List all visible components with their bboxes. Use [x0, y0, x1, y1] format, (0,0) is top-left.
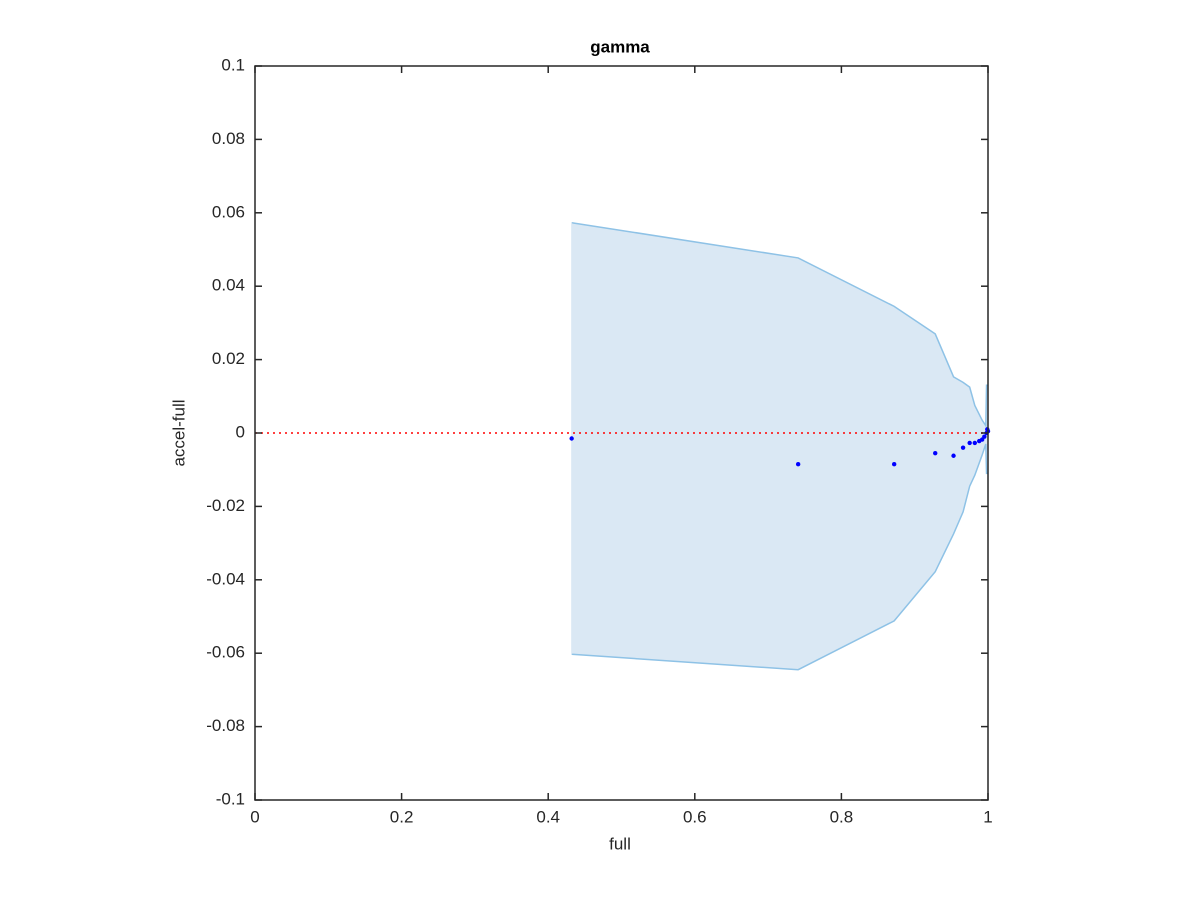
point [972, 440, 978, 446]
point [891, 461, 897, 467]
point [967, 440, 972, 446]
y-tick-label: -0.08 [206, 716, 245, 735]
y-tick-label: 0.08 [212, 129, 245, 148]
x-tick-label: 0.2 [390, 807, 414, 826]
point [795, 461, 801, 467]
y-tick-label: -0.06 [206, 643, 245, 662]
point [951, 453, 956, 458]
y-tick-label: -0.02 [206, 496, 245, 515]
point [933, 450, 938, 456]
x-tick-label: 0.8 [830, 807, 854, 826]
x-tick-label: 1 [983, 807, 992, 826]
x-axis-label: full [609, 834, 631, 853]
y-tick-label: -0.04 [206, 569, 245, 588]
chart-title: gamma [590, 37, 650, 56]
confidence-band [571, 222, 988, 670]
x-tick-label: 0 [250, 807, 259, 826]
point [960, 445, 966, 450]
y-tick-label: 0.02 [212, 349, 245, 368]
plot-area: 0 0.2 0.4 0.6 0.8 1 -0.1 -0.08 -0.06 -0.04 -0.02 0 0… [206, 55, 992, 826]
band-lower-edge [571, 443, 988, 671]
y-tick-label: 0.1 [221, 55, 245, 74]
y-tick-label: 0.04 [212, 276, 245, 295]
y-tick-label: 0 [236, 422, 245, 441]
y-tick-label: -0.1 [216, 789, 245, 808]
y-tick-label: 0.06 [212, 202, 245, 221]
x-tick-label: 0.4 [536, 807, 560, 826]
band-upper-edge [571, 221, 988, 429]
y-axis-label: accel-full [169, 399, 188, 466]
point [569, 436, 574, 441]
point [982, 434, 987, 439]
x-tick-label: 0.6 [683, 807, 707, 826]
